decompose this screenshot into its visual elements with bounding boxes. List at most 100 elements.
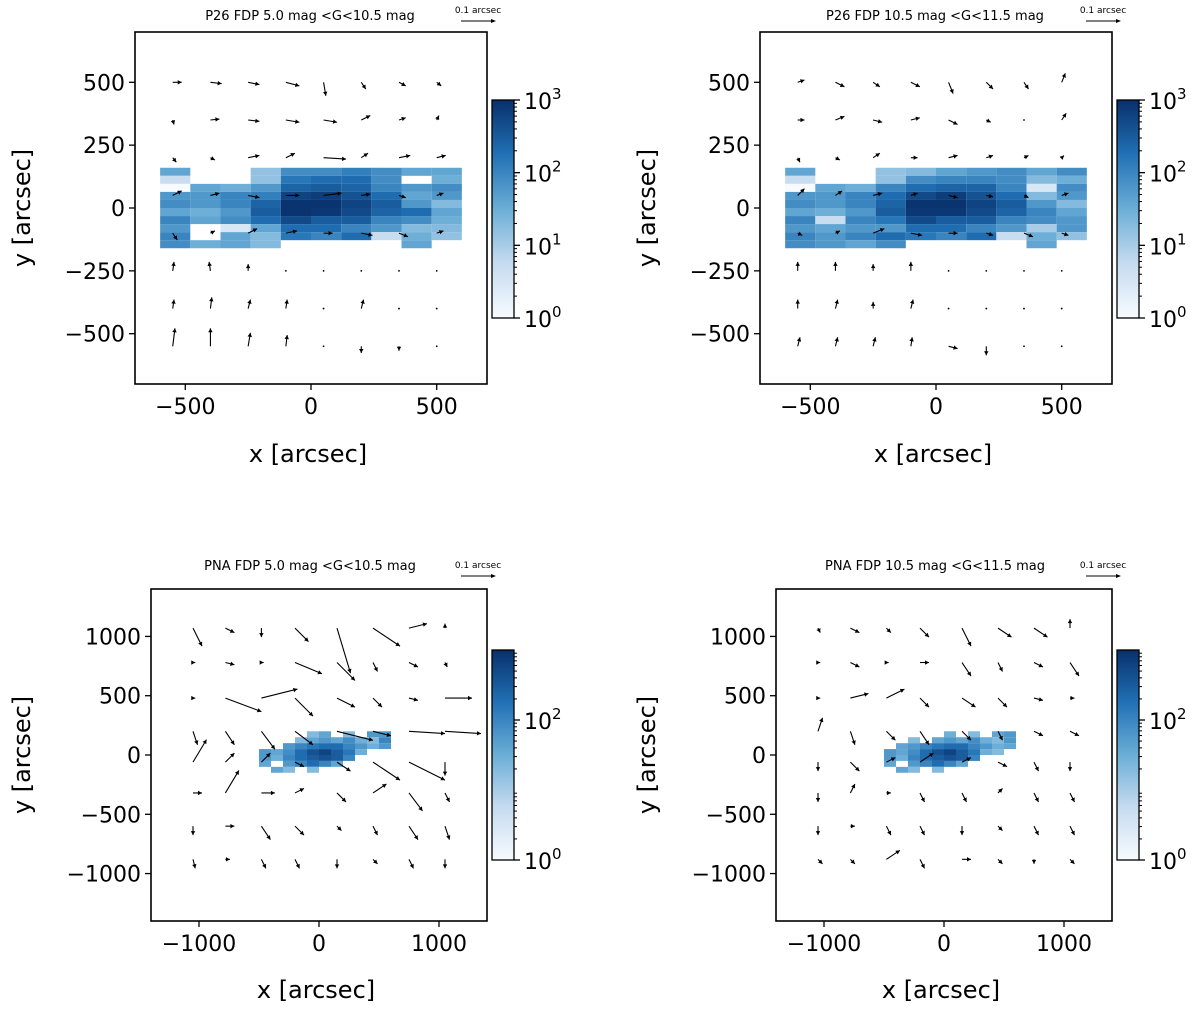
vector-arrow (372, 697, 383, 708)
x-tick-label: 0 (312, 932, 326, 957)
vector-arrow (172, 157, 177, 163)
heatmap-cell (160, 208, 191, 217)
vector-arrow (207, 261, 212, 271)
heatmap-cell (1026, 167, 1057, 176)
vector-arrow (336, 825, 342, 832)
x-tick-label: 0 (304, 395, 318, 420)
vector-arrow (245, 264, 251, 271)
heatmap-cell (785, 232, 816, 241)
vector-arrow (436, 154, 446, 159)
heatmap-cell (160, 191, 191, 200)
colorbar-gradient (491, 649, 515, 861)
heatmap-cell (966, 232, 997, 241)
vector-arrow (997, 662, 1003, 672)
heatmap-cell (980, 749, 992, 755)
heatmap-cell (1056, 167, 1087, 176)
heatmap-cell (1026, 208, 1057, 217)
heatmap-cell (785, 216, 816, 225)
vector-arrow (259, 660, 264, 665)
heatmap-cell (401, 199, 432, 208)
heatmap-cell (307, 760, 319, 767)
heatmap-cell (905, 183, 936, 192)
vector-arrow (872, 152, 881, 159)
x-tick-label: 1000 (411, 932, 467, 957)
heatmap-cell (845, 208, 876, 217)
heatmap-cell (431, 199, 462, 208)
heatmap-cell (905, 199, 936, 208)
vector-arrow (442, 623, 448, 629)
vector-arrow (225, 661, 235, 666)
vector-arrow (361, 192, 371, 197)
heatmap-cell (341, 175, 372, 184)
vector-arrow (294, 627, 309, 643)
heatmap-cell (307, 743, 319, 750)
heatmap-cell (220, 183, 251, 192)
heatmap-cell (343, 743, 355, 750)
vector-arrow (948, 194, 958, 199)
vector-arrow (284, 334, 289, 347)
heatmap-cell (1056, 199, 1087, 208)
vector-arrow (873, 119, 883, 124)
vector-arrow (323, 191, 342, 196)
vector-arrow (910, 232, 923, 237)
vector-arrow (436, 81, 442, 87)
heatmap-cell (966, 183, 997, 192)
heatmap-cell (932, 737, 944, 744)
heatmap-cell (431, 191, 462, 200)
heatmap-cell (311, 183, 342, 192)
heatmap-cell (932, 749, 944, 755)
heatmap-cell (431, 175, 462, 184)
vector-arrow (796, 337, 802, 347)
heatmap-cell (160, 240, 191, 249)
vector-arrow (260, 859, 267, 869)
vector-arrow (997, 761, 1008, 768)
heatmap-cell (319, 737, 331, 744)
panel-3: −1000 0 1000 1000 500 0 −500 −1000 x [arcsec] y [… (8, 559, 562, 1004)
panel-title: P26 FDP 10.5 mag <G<11.5 mag (826, 9, 1044, 24)
heatmap-cell (401, 240, 432, 249)
heatmap-cell (936, 232, 967, 241)
vector-arrow (408, 662, 419, 668)
heatmap-cell (280, 183, 311, 192)
x-tick-label: 0 (929, 395, 943, 420)
heatmap-cell (250, 216, 281, 225)
colorbar-gradient (491, 99, 515, 319)
x-tick-label: −1000 (787, 932, 861, 957)
heatmap-cell (271, 749, 283, 755)
vector-arrow (850, 627, 860, 634)
vector-arrow (997, 788, 1003, 794)
vector-arrow (816, 627, 821, 633)
vector-arrow (360, 81, 367, 90)
heatmap-cell (401, 216, 432, 225)
heatmap-cell (190, 240, 221, 249)
y-tick-label: 500 (708, 71, 750, 96)
heatmap-cell (968, 743, 980, 750)
vector-arrow (172, 232, 178, 241)
vector-arrow (210, 117, 220, 122)
heatmap-cell (936, 175, 967, 184)
heatmap-cell (944, 749, 956, 755)
vector-arrow (398, 269, 400, 272)
heatmap-cell (996, 224, 1027, 233)
heatmap-cell (307, 755, 319, 761)
vector-arrow (833, 261, 838, 271)
colorbar: 103 102 101 100 (491, 85, 562, 333)
heatmap-cell (1026, 199, 1057, 208)
panel-4: −1000 0 1000 1000 500 0 −500 −1000 x [arcsec] y [… (633, 559, 1187, 1004)
panel-title: PNA FDP 5.0 mag <G<10.5 mag (204, 559, 416, 574)
vector-arrow (947, 269, 950, 272)
vector-arrow (1033, 730, 1044, 737)
heatmap-cell (996, 199, 1027, 208)
heatmap-cell (341, 191, 372, 200)
vector-arrow (284, 299, 289, 309)
vector-arrow (1023, 193, 1029, 199)
heatmap-cell (980, 737, 992, 744)
vector-arrow (986, 154, 994, 159)
heatmap-cell (371, 199, 402, 208)
y-tick-label: 500 (83, 71, 125, 96)
vector-arrow (336, 697, 356, 708)
vector-arrow (986, 232, 994, 237)
y-tick-label: 0 (736, 197, 750, 222)
vector-arrow (835, 115, 845, 121)
